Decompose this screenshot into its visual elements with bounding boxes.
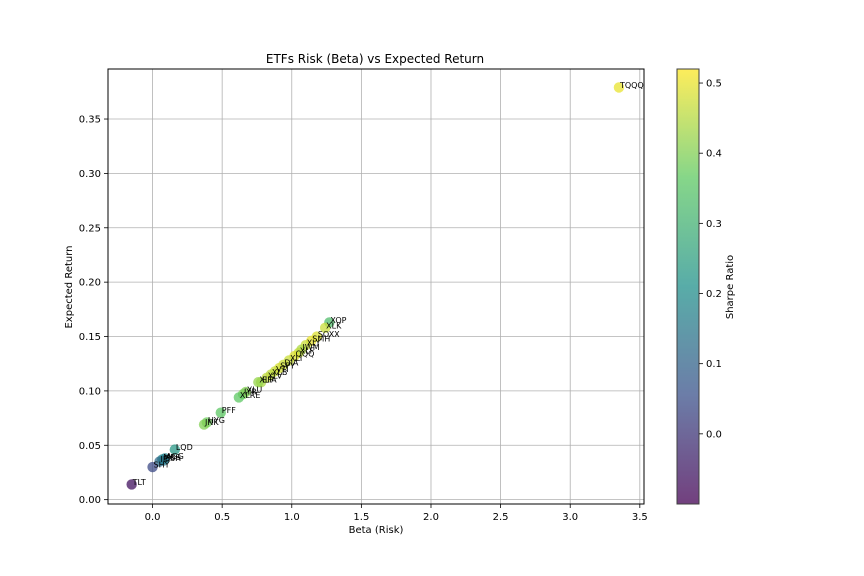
x-tick-label: 3.0 bbox=[562, 512, 578, 523]
colorbar-label: Sharpe Ratio bbox=[725, 255, 736, 319]
y-tick-label: 0.25 bbox=[79, 223, 101, 234]
x-tick-label: 2.0 bbox=[423, 512, 439, 523]
point-label: AGG bbox=[166, 452, 184, 461]
data-point bbox=[215, 407, 226, 418]
point-label: TQQQ bbox=[619, 81, 644, 90]
x-axis-ticks: 0.0 0.5 1.0 1.5 2.0 2.5 3.0 3.5 bbox=[145, 504, 648, 523]
point-label: VTI bbox=[276, 365, 289, 374]
x-tick-label: 1.0 bbox=[284, 512, 300, 523]
x-tick-label: 1.5 bbox=[353, 512, 369, 523]
grid-lines bbox=[108, 69, 644, 504]
point-label: DIA bbox=[284, 358, 299, 367]
data-point bbox=[613, 82, 625, 93]
point-label: SOXX bbox=[318, 330, 340, 339]
point-label: XLV bbox=[268, 371, 283, 380]
x-tick-label: 0.5 bbox=[214, 512, 230, 523]
plot-frame bbox=[107, 68, 645, 505]
point-label: SHY bbox=[154, 461, 170, 470]
point-label: TLT bbox=[132, 478, 146, 487]
point-label: XLY bbox=[307, 339, 321, 348]
point-labels: TQQQ XOPXLKSOXXSMHXLYIWMXLFQQQXLIDIASPYVT… bbox=[132, 81, 644, 487]
colorbar-tick-label: 0.3 bbox=[706, 219, 722, 230]
y-tick-label: 0.05 bbox=[79, 441, 101, 452]
point-label: XLRE bbox=[240, 391, 261, 400]
point-label: SPY bbox=[280, 362, 295, 371]
data-point bbox=[158, 455, 169, 466]
colorbar-tick-label: 0.2 bbox=[706, 289, 722, 300]
point-label: XLF bbox=[300, 346, 315, 355]
data-point bbox=[198, 419, 210, 430]
data-point bbox=[319, 322, 331, 334]
data-point bbox=[147, 461, 158, 473]
y-tick-label: 0.30 bbox=[79, 169, 101, 180]
point-label: XLU bbox=[247, 385, 263, 394]
x-tick-label: 2.5 bbox=[493, 512, 509, 523]
point-label: EFA bbox=[262, 376, 277, 385]
point-label: XLB bbox=[272, 368, 287, 377]
point-label: MBS bbox=[163, 453, 180, 462]
point-label: XLI bbox=[290, 354, 302, 363]
y-tick-label: 0.10 bbox=[79, 386, 101, 397]
point-label: IEF bbox=[161, 455, 173, 464]
point-label: IWM bbox=[303, 343, 320, 352]
scatter-points bbox=[126, 82, 625, 490]
y-tick-label: 0.15 bbox=[79, 332, 101, 343]
colorbar-tick-label: 0.4 bbox=[706, 149, 722, 160]
point-label: PFF bbox=[222, 406, 236, 415]
x-tick-label: 0.0 bbox=[145, 512, 161, 523]
y-tick-label: 0.20 bbox=[79, 278, 101, 289]
y-axis-label: Expected Return bbox=[64, 245, 75, 328]
colorbar-tick-label: 0.0 bbox=[706, 429, 722, 440]
point-label: IYR bbox=[244, 388, 257, 397]
point-label: XLP bbox=[259, 376, 274, 385]
y-axis-ticks: 0.00 0.05 0.10 0.15 0.20 0.25 0.30 0.35 bbox=[79, 115, 108, 506]
point-label: JNK bbox=[204, 418, 219, 427]
data-point bbox=[253, 377, 264, 388]
data-point bbox=[169, 444, 181, 455]
x-axis-label: Beta (Risk) bbox=[349, 525, 404, 536]
colorbar bbox=[676, 68, 700, 505]
point-label: SMH bbox=[312, 334, 330, 343]
point-label: XLK bbox=[326, 321, 342, 330]
colorbar-ticks: 0.0 0.1 0.2 0.3 0.4 0.5 bbox=[699, 79, 722, 440]
point-label: LQD bbox=[176, 443, 193, 452]
y-tick-label: 0.35 bbox=[79, 115, 101, 126]
data-point bbox=[126, 479, 137, 490]
point-label: BSH bbox=[165, 454, 181, 463]
point-label: XOP bbox=[330, 316, 346, 325]
point-label: HYG bbox=[208, 416, 225, 425]
colorbar-tick-label: 0.1 bbox=[706, 359, 722, 370]
colorbar-tick-label: 0.5 bbox=[706, 79, 722, 90]
chart-title: ETFs Risk (Beta) vs Expected Return bbox=[266, 52, 484, 66]
data-point bbox=[233, 392, 245, 403]
y-tick-label: 0.00 bbox=[79, 495, 101, 506]
x-tick-label: 3.5 bbox=[632, 512, 648, 523]
point-label: QQQ bbox=[296, 350, 315, 359]
